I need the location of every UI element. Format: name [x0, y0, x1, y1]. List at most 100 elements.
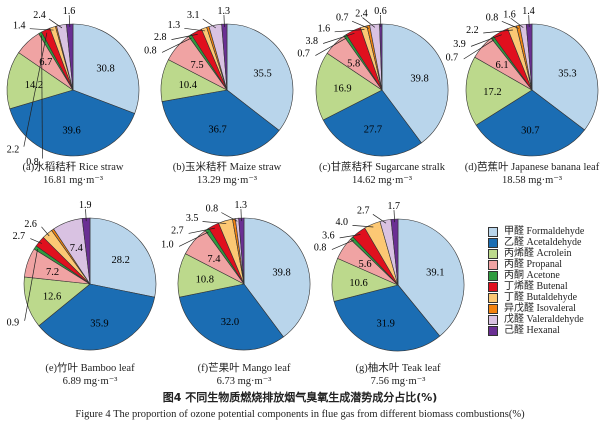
data-label: 0.9 — [7, 318, 20, 329]
pie-title: (d)芭蕉叶 Japanese banana leaf — [464, 162, 600, 173]
pie-title: (c)甘蔗秸秆 Sugarcane stralk — [319, 162, 445, 173]
data-label: 2.7 — [13, 231, 26, 242]
leader-line — [41, 226, 50, 237]
leader-line — [463, 39, 495, 60]
pie-slice — [161, 89, 280, 157]
data-label: 5.8 — [347, 58, 360, 69]
pie-total: 13.29 mg·m⁻³ — [196, 175, 258, 186]
data-label: 2.2 — [7, 145, 20, 156]
pie-slice — [9, 89, 136, 157]
leader-line — [470, 34, 502, 47]
leader-line — [30, 238, 42, 244]
data-label: 3.6 — [322, 230, 335, 241]
data-label: 31.9 — [376, 319, 394, 330]
legend-item: 丁烯醛 Butenal — [488, 281, 584, 292]
pie-total: 6.89 mg·m⁻³ — [62, 376, 118, 387]
data-label: 7.2 — [46, 267, 59, 278]
legend-swatch — [488, 281, 498, 292]
legend-swatch — [488, 237, 498, 248]
leader-line — [202, 221, 227, 224]
data-label: 0.7 — [446, 52, 459, 63]
data-label: 35.5 — [253, 69, 271, 80]
legend-item: 丁醛 Butaldehyde — [488, 292, 584, 303]
legend-label: 甲醛 Formaldehyde — [504, 226, 585, 237]
data-label: 1.3 — [218, 6, 231, 17]
pie-title: (b)玉米秸秆 Maize straw — [172, 162, 282, 173]
legend-swatch — [488, 226, 498, 237]
pie-caption: (b)玉米秸秆 Maize straw 13.29 mg·m⁻³ — [147, 161, 307, 187]
legend-swatch — [488, 248, 498, 259]
data-label: 1.3 — [168, 20, 181, 31]
data-label: 0.8 — [486, 13, 499, 24]
leader-line — [178, 231, 209, 247]
pie-slice — [243, 217, 311, 338]
data-label: 0.7 — [297, 49, 310, 60]
pie-total: 18.58 mg·m⁻³ — [501, 175, 563, 186]
legend-item: 丙烯醛 Acrolein — [488, 248, 584, 259]
pie-slice — [531, 23, 599, 131]
pie-slice — [6, 52, 74, 110]
data-label: 12.6 — [43, 291, 61, 302]
leader-line — [161, 37, 192, 53]
data-label: 28.2 — [111, 255, 129, 266]
data-label: 7.5 — [190, 60, 203, 71]
data-label: 2.4 — [33, 10, 46, 21]
pie-slice — [465, 56, 533, 126]
legend-label: 丙酮 Acetone — [504, 270, 560, 281]
data-label: 1.6 — [503, 9, 516, 20]
data-label: 1.3 — [235, 200, 248, 211]
legend-label: 丁烯醛 Butenal — [504, 281, 568, 292]
leader-line — [393, 210, 395, 223]
leader-line — [23, 32, 48, 147]
leader-line — [171, 33, 198, 40]
leader-line — [323, 33, 355, 44]
legend-item: 己醛 Hexanal — [488, 325, 584, 336]
leader-line — [315, 37, 347, 56]
pie-caption: (f)芒果叶 Mango leaf 6.73 mg·m⁻³ — [164, 362, 324, 388]
data-label: 30.8 — [96, 64, 114, 75]
data-label: 39.6 — [62, 126, 80, 137]
legend: 甲醛 Formaldehyde 乙醛 Acetaldehyde 丙烯醛 Acrole… — [488, 226, 584, 336]
pie-total: 16.81 mg·m⁻³ — [42, 175, 104, 186]
legend-label: 丁醛 Butaldehyde — [504, 292, 578, 303]
data-label: 3.5 — [186, 213, 199, 224]
data-label: 3.8 — [306, 36, 319, 47]
data-label: 6.1 — [495, 60, 508, 71]
leader-line — [501, 21, 519, 29]
data-label: 0.8 — [26, 157, 39, 168]
data-label: 35.9 — [90, 318, 108, 329]
data-label: 36.7 — [208, 124, 226, 135]
legend-item: 异戊醛 Isovaleral — [488, 303, 584, 314]
data-label: 3.1 — [187, 10, 200, 21]
pie-caption: (g)柚木叶 Teak leaf 7.56 mg·m⁻³ — [318, 362, 478, 388]
pie-slice — [381, 23, 449, 144]
leader-line — [68, 15, 71, 28]
pie-total: 6.73 mg·m⁻³ — [216, 376, 272, 387]
pie-total: 14.62 mg·m⁻³ — [351, 175, 413, 186]
data-label: 0.7 — [336, 13, 349, 24]
figure-title-cn: 图4 不同生物质燃烧排放烟气臭氧生成潜势成分占比(%) — [162, 391, 438, 404]
pie-slice — [315, 52, 383, 121]
data-label: 32.0 — [221, 317, 239, 328]
data-label: 2.7 — [171, 226, 184, 237]
pie-title: (e)竹叶 Bamboo leaf — [45, 363, 135, 374]
data-label: 1.6 — [63, 6, 76, 17]
data-label: 39.8 — [410, 74, 428, 85]
leader-line — [188, 227, 215, 234]
data-label: 14.2 — [25, 80, 43, 91]
pie-title: (a)水稻秸秆 Rice straw — [22, 162, 124, 173]
legend-item: 丙醛 Propanal — [488, 259, 584, 270]
data-label: 7.4 — [70, 243, 84, 254]
leader-line — [339, 234, 361, 239]
data-label: 39.1 — [426, 268, 444, 279]
legend-item: 戊醛 Valeraldehyde — [488, 314, 584, 325]
leader-line — [372, 214, 387, 224]
pie-slice — [72, 23, 140, 114]
leader-line — [334, 29, 365, 33]
legend-label: 乙醛 Acetaldehyde — [504, 237, 582, 248]
data-label: 2.2 — [466, 25, 479, 36]
pie-slice — [397, 218, 465, 337]
leader-line — [202, 18, 216, 29]
leader-line — [351, 20, 369, 29]
